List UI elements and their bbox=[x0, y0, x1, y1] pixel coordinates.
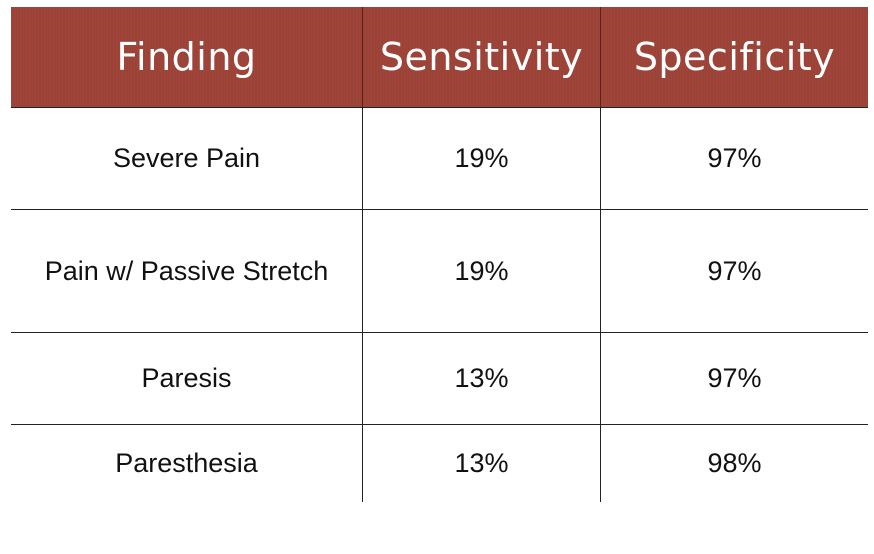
header-label-specificity: Specificity bbox=[633, 35, 836, 79]
table-row: Paresis 13% 97% bbox=[11, 332, 868, 424]
finding-label: Severe Pain bbox=[112, 143, 261, 173]
specificity-cell: 97% bbox=[600, 210, 868, 332]
table-header: Finding Sensitivity Specificity bbox=[11, 7, 868, 107]
header-cell-finding: Finding bbox=[11, 7, 362, 107]
specificity-cell: 97% bbox=[600, 108, 868, 209]
sensitivity-cell: 19% bbox=[362, 210, 600, 332]
specificity-value: 97% bbox=[707, 255, 762, 286]
specificity-value: 97% bbox=[707, 363, 762, 393]
header-label-sensitivity: Sensitivity bbox=[379, 35, 584, 79]
finding-cell: Severe Pain bbox=[11, 108, 362, 209]
finding-cell: Paresthesia bbox=[11, 425, 362, 502]
header-label-finding: Finding bbox=[116, 35, 257, 79]
finding-cell: Paresis bbox=[11, 333, 362, 424]
specificity-value: 97% bbox=[707, 143, 762, 173]
sensitivity-value: 13% bbox=[454, 363, 509, 393]
header-cell-sensitivity: Sensitivity bbox=[362, 7, 600, 107]
finding-label: Paresthesia bbox=[115, 448, 258, 478]
finding-label: Paresis bbox=[141, 363, 232, 393]
sensitivity-cell: 19% bbox=[362, 108, 600, 209]
table-row: Severe Pain 19% 97% bbox=[11, 107, 868, 209]
sensitivity-cell: 13% bbox=[362, 333, 600, 424]
header-cell-specificity: Specificity bbox=[600, 7, 868, 107]
findings-table: Finding Sensitivity Specificity Severe P… bbox=[11, 7, 868, 502]
sensitivity-value: 13% bbox=[454, 448, 509, 478]
table-row: Pain w/ Passive Stretch 19% 97% bbox=[11, 209, 868, 332]
specificity-value: 98% bbox=[707, 448, 762, 478]
finding-label: Pain w/ Passive Stretch bbox=[44, 255, 329, 286]
finding-cell: Pain w/ Passive Stretch bbox=[11, 210, 362, 332]
table-row: Paresthesia 13% 98% bbox=[11, 424, 868, 502]
sensitivity-value: 19% bbox=[454, 255, 509, 286]
specificity-cell: 98% bbox=[600, 425, 868, 502]
sensitivity-cell: 13% bbox=[362, 425, 600, 502]
specificity-cell: 97% bbox=[600, 333, 868, 424]
sensitivity-value: 19% bbox=[454, 143, 509, 173]
